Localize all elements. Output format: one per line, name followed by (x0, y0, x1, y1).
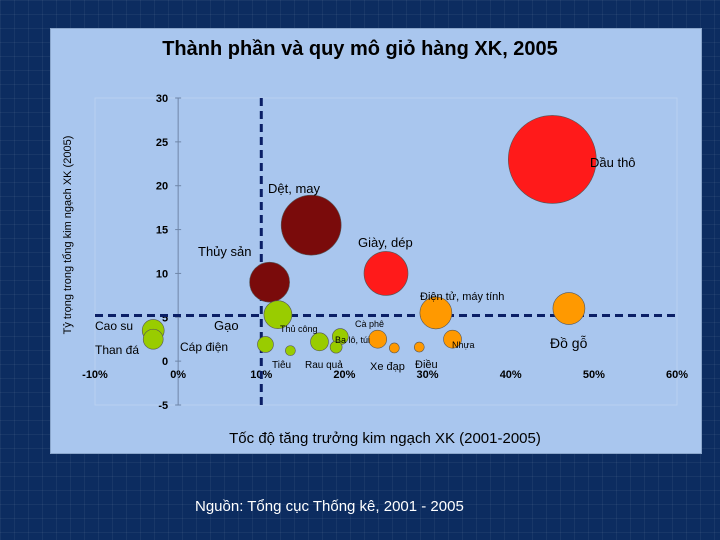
bubble-nh-a (443, 329, 462, 349)
bubble-label: Xe đạp (370, 361, 405, 373)
y-tick-label: 25 (156, 137, 168, 149)
x-tick-label: 40% (500, 369, 522, 381)
bubble-g-o (263, 300, 293, 329)
bubble-label: Gạo (214, 318, 239, 333)
bubble-c-p-i-n (257, 336, 274, 353)
plot-frame (94, 97, 678, 406)
bubble-label: Dệt, may (268, 181, 321, 196)
bubble-label: Cao su (95, 319, 133, 333)
bubble-label: Dầu thô (590, 155, 636, 170)
bubble--g- (552, 292, 586, 325)
bubble-label: Giày, dép (358, 235, 413, 250)
bubble-gi-y-d-p (363, 251, 409, 296)
y-axis-title: Tỷ trọng trong tổng kim ngạch XK (2005) (62, 136, 74, 335)
bubble-rau-qu- (329, 340, 343, 354)
bubble-ti-u (285, 345, 296, 356)
bubble-ba-l-t-i (368, 329, 387, 349)
chart-title: Thành phần và quy mô giỏ hàng XK, 2005 (162, 38, 558, 60)
bubble-xe-p (389, 342, 400, 354)
bubble-label: Than đá (95, 343, 139, 357)
bubble-label: Rau quả (305, 360, 343, 371)
bubble-than- (142, 328, 164, 350)
bubble--i-u (413, 341, 425, 353)
bubble-label: Nhựa (452, 340, 475, 350)
bubble-d-u-th- (507, 115, 597, 204)
bubble-th-c-ng (310, 332, 329, 352)
bubble-th-y-s-n (249, 261, 290, 303)
y-tick-label: 15 (156, 225, 168, 237)
bubble-label: Điều (415, 359, 438, 371)
y-tick-label: 30 (156, 93, 168, 105)
x-tick-label: 20% (333, 369, 355, 381)
bubble-label: Thủ công (280, 324, 318, 334)
y-tick-label: 5 (162, 312, 168, 324)
bubble-label: Điện tử, máy tính (420, 291, 504, 303)
bubble-d-t-may (280, 194, 342, 256)
source-note: Nguồn: Tổng cục Thống kê, 2001 - 2005 (195, 498, 464, 515)
x-tick-label: 0% (170, 369, 186, 381)
bubble-label: Cáp điện (180, 340, 228, 354)
x-axis-title: Tốc độ tăng trưởng kim ngạch XK (2001-20… (229, 430, 541, 447)
x-tick-label: 30% (417, 369, 439, 381)
bubble-label: Đồ gỗ (550, 335, 588, 351)
bubble-label: Cà phê (355, 319, 384, 329)
bubble-label: Tiêu (272, 360, 291, 371)
y-tick-label: 10 (156, 268, 168, 280)
bubble--i-n-t-m-y-t-nh (419, 296, 453, 330)
chart-panel (50, 28, 702, 454)
bubble-label: Ba lô, túi (335, 335, 370, 345)
x-tick-label: -10% (82, 369, 108, 381)
bubble-label: Thủy sản (198, 244, 251, 259)
x-tick-label: 60% (666, 369, 688, 381)
y-tick-label: 0 (162, 356, 168, 368)
x-tick-label: 50% (583, 369, 605, 381)
y-tick-label: 20 (156, 181, 168, 193)
y-tick-label: -5 (158, 400, 168, 412)
